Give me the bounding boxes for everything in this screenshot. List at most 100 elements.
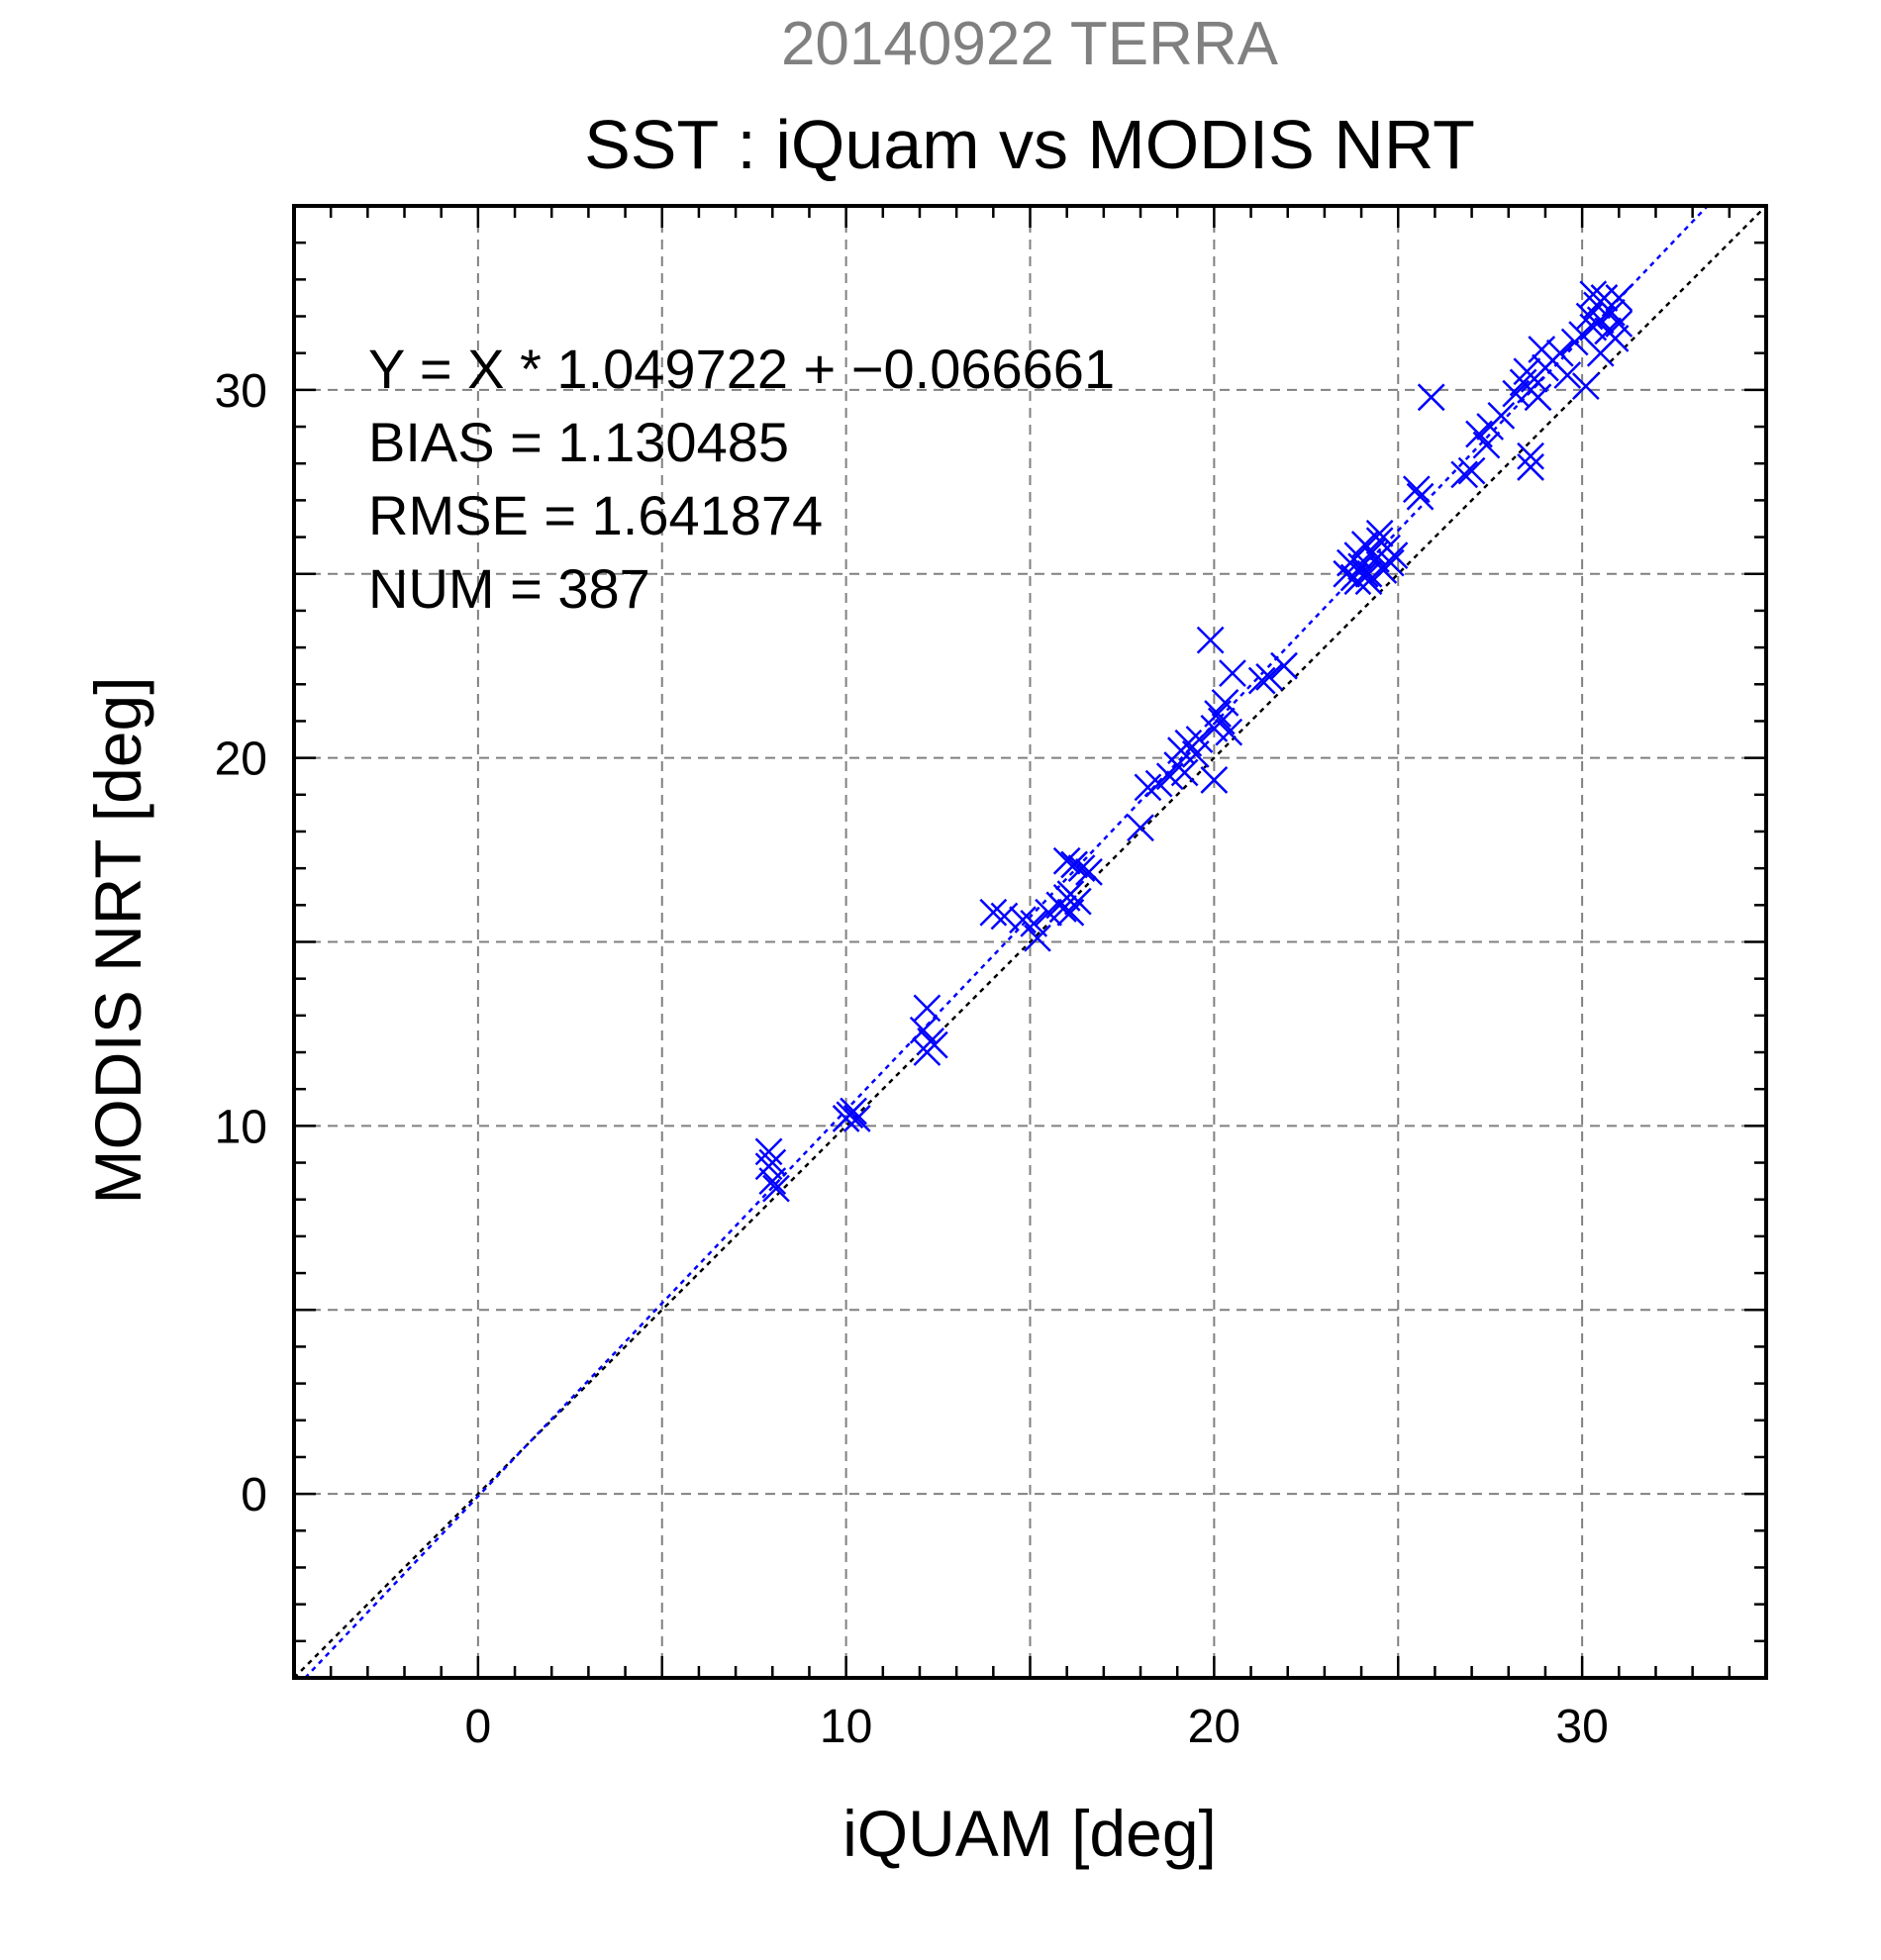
data-point-stroke (1215, 718, 1243, 746)
scatter-points (754, 280, 1634, 1203)
data-point-stroke (1457, 456, 1486, 485)
data-point (1553, 361, 1582, 389)
data-point (1219, 659, 1246, 688)
x-tick-label: 0 (465, 1701, 492, 1753)
data-point-stroke (1517, 441, 1544, 470)
data-point-stroke (1597, 298, 1626, 327)
data-point (1067, 854, 1096, 883)
data-point (1402, 475, 1431, 504)
data-point-stroke (1553, 361, 1582, 389)
data-point-stroke (1075, 857, 1103, 886)
chart-subtitle: 20140922 TERRA (781, 10, 1279, 78)
data-point (1127, 814, 1154, 842)
y-axis-label: MODIS NRT [deg] (81, 676, 154, 1204)
data-point (1211, 688, 1239, 717)
data-point (1185, 726, 1214, 753)
data-point-stroke (1450, 460, 1479, 489)
x-tick-labels: 0 10 20 30 (465, 1701, 1609, 1753)
data-point (913, 994, 941, 1023)
data-point-stroke (1020, 910, 1048, 937)
data-point-stroke (990, 902, 1019, 931)
data-point (1270, 651, 1298, 680)
x-tick-label: 20 (1188, 1701, 1240, 1753)
data-point-stroke (842, 1105, 871, 1132)
rmse-stat: RMSE = 1.641874 (368, 484, 823, 546)
y-tick-label: 30 (215, 365, 267, 418)
data-point-stroke (1354, 567, 1383, 596)
data-point-stroke (1545, 339, 1574, 367)
data-point-stroke (1579, 280, 1608, 309)
data-point-stroke (1127, 814, 1154, 842)
data-point (1163, 751, 1192, 779)
data-point-stroke (1586, 339, 1615, 367)
data-point (1524, 383, 1552, 412)
data-point-stroke (1376, 548, 1405, 577)
data-point-stroke (762, 1174, 790, 1203)
data-point (1052, 846, 1081, 875)
data-point (1472, 431, 1501, 459)
data-point (1024, 924, 1051, 952)
data-point (1457, 456, 1486, 485)
x-tick-label: 10 (820, 1701, 872, 1753)
data-point-stroke (1472, 431, 1501, 459)
bias-stat: BIAS = 1.130485 (368, 411, 789, 473)
data-point (832, 1105, 860, 1132)
data-point-stroke (1255, 662, 1284, 691)
data-point (1354, 567, 1383, 596)
data-point (1450, 460, 1479, 489)
data-point-stroke (1605, 284, 1634, 312)
data-point-stroke (1571, 372, 1600, 401)
data-point (1605, 284, 1634, 312)
data-point-stroke (758, 1148, 787, 1177)
data-point-stroke (1196, 626, 1225, 654)
data-point (1517, 453, 1544, 481)
data-point-stroke (1049, 895, 1077, 923)
data-point (1049, 895, 1077, 923)
chart-title: SST : iQuam vs MODIS NRT (584, 106, 1475, 183)
data-point-stroke (913, 994, 941, 1023)
data-point (990, 902, 1019, 931)
data-point-stroke (1174, 729, 1203, 757)
data-point-stroke (1605, 310, 1634, 338)
data-point (1075, 857, 1103, 886)
data-point (1417, 383, 1445, 412)
y-tick-label: 20 (215, 734, 267, 786)
data-point-stroke (1134, 773, 1162, 802)
data-point (1365, 519, 1394, 547)
data-point (1215, 718, 1243, 746)
data-point-stroke (1067, 854, 1096, 883)
data-point (1063, 887, 1092, 916)
data-point (1586, 339, 1615, 367)
data-point (1376, 548, 1405, 577)
data-point (1605, 310, 1634, 338)
data-point (1517, 441, 1544, 470)
x-tick-label: 30 (1555, 1701, 1608, 1753)
data-point-stroke (1590, 284, 1619, 312)
reference-lines (293, 205, 1767, 1679)
data-point (1406, 482, 1435, 511)
data-point-stroke (1063, 887, 1092, 916)
data-point (1545, 339, 1574, 367)
data-point (979, 898, 1008, 927)
data-point (1579, 280, 1608, 309)
data-point-stroke (1406, 482, 1435, 511)
data-point-stroke (1060, 850, 1088, 879)
data-point-stroke (1163, 751, 1192, 779)
fit-equation: Y = X * 1.049722 + −0.066661 (368, 338, 1115, 400)
data-point (1134, 773, 1162, 802)
data-point (1380, 541, 1409, 570)
data-point-stroke (1211, 688, 1239, 717)
data-point-stroke (979, 898, 1008, 927)
data-point (1590, 284, 1619, 312)
data-point (1196, 626, 1225, 654)
data-point (754, 1137, 783, 1166)
data-point-stroke (1365, 519, 1394, 547)
data-point (758, 1148, 787, 1177)
data-point-stroke (1024, 924, 1051, 952)
data-point (1200, 766, 1229, 794)
data-point-stroke (1402, 475, 1431, 504)
data-point-stroke (1417, 383, 1445, 412)
num-stat: NUM = 387 (368, 557, 650, 620)
data-point (1350, 559, 1379, 588)
x-axis-label: iQUAM [deg] (842, 1797, 1217, 1870)
